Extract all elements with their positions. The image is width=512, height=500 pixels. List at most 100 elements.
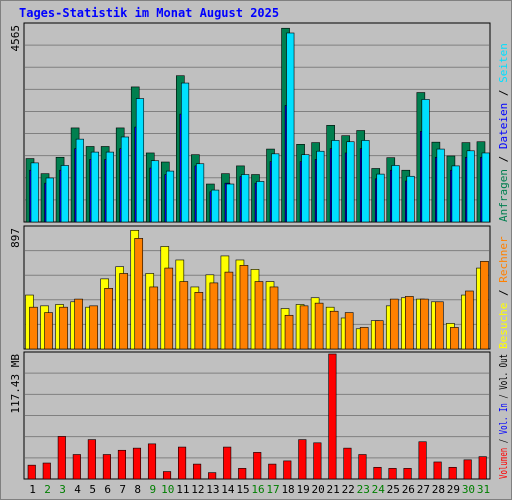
- bar-rechner: [74, 298, 83, 350]
- bar-rechner: [480, 261, 489, 350]
- bar-rechner: [194, 292, 204, 350]
- bar-rechner: [435, 301, 444, 350]
- bar-volumen: [42, 462, 51, 480]
- day-label: 31: [477, 483, 490, 496]
- bar-rechner: [329, 310, 339, 350]
- day-label: 9: [149, 483, 156, 496]
- ymax-label-top: 4565: [9, 25, 22, 52]
- legend-entry: Vol. In: [497, 403, 510, 434]
- bar-volumen: [162, 471, 172, 480]
- day-label: 16: [251, 483, 264, 496]
- bar-rechner: [224, 271, 234, 350]
- legend-entry: Volumen: [497, 448, 510, 479]
- day-label: 11: [176, 483, 189, 496]
- bar-rechner: [344, 312, 354, 350]
- bar-rechner: [89, 305, 98, 350]
- legend-entry: /: [497, 149, 510, 169]
- day-label: 10: [161, 483, 174, 496]
- bar-seiten: [481, 152, 490, 223]
- bar-rechner: [420, 298, 429, 350]
- day-label: 24: [372, 483, 386, 496]
- legend-entry: Besuche: [497, 303, 510, 349]
- bar-rechner: [179, 281, 189, 350]
- chart-title: Tages-Statistik im Monat August 2025: [19, 6, 280, 20]
- bar-seiten: [421, 99, 430, 223]
- day-label: 5: [89, 483, 96, 496]
- bar-rechner: [269, 286, 279, 350]
- bar-rechner: [314, 302, 324, 350]
- day-label: 14: [221, 483, 235, 496]
- legend-bottom: Volumen / Vol. In / Vol. Out: [497, 354, 510, 479]
- bar-rechner: [149, 286, 159, 350]
- bar-rechner: [164, 267, 174, 350]
- bar-rechner: [209, 282, 219, 350]
- day-label: 23: [357, 483, 370, 496]
- bar-seiten: [436, 148, 445, 223]
- bar-volumen: [27, 464, 36, 480]
- bar-volumen: [102, 454, 111, 480]
- bar-seiten: [466, 150, 475, 223]
- day-label: 6: [104, 483, 111, 496]
- bar-volumen: [328, 353, 337, 480]
- bar-rechner: [59, 306, 68, 350]
- legend-entry: Rechner: [497, 236, 510, 283]
- bar-rechner: [299, 305, 309, 350]
- bar-seiten: [256, 181, 265, 223]
- bar-seiten: [90, 151, 99, 223]
- day-label: 20: [312, 483, 325, 496]
- legend-entry: Seiten: [497, 43, 510, 83]
- day-label: 27: [417, 483, 430, 496]
- bar-volumen: [373, 466, 382, 480]
- bar-seiten: [181, 82, 190, 223]
- bar-seiten: [226, 183, 235, 223]
- day-label: 1: [29, 483, 36, 496]
- bar-seiten: [60, 165, 69, 223]
- bar-seiten: [165, 170, 175, 223]
- bar-seiten: [120, 136, 129, 223]
- bar-seiten: [30, 162, 39, 223]
- ymax-label-bottom: 117.43 MB: [9, 354, 22, 414]
- bar-rechner: [465, 290, 474, 350]
- day-label: 28: [432, 483, 445, 496]
- bar-seiten: [331, 140, 340, 223]
- bar-rechner: [119, 273, 128, 350]
- bar-volumen: [178, 446, 187, 480]
- bar-volumen: [403, 468, 412, 480]
- bar-volumen: [448, 466, 457, 480]
- bar-volumen: [147, 443, 157, 480]
- legend-entry: /: [497, 83, 510, 103]
- day-label: 29: [447, 483, 460, 496]
- bar-seiten: [361, 140, 370, 223]
- day-label: 13: [206, 483, 219, 496]
- bar-rechner: [450, 327, 459, 350]
- bar-volumen: [132, 447, 142, 480]
- bar-seiten: [391, 165, 400, 223]
- legend-middle: Besuche / Rechner: [497, 236, 510, 349]
- day-label: 22: [342, 483, 355, 496]
- bar-volumen: [268, 463, 277, 480]
- bar-volumen: [418, 441, 427, 480]
- bar-seiten: [316, 150, 325, 223]
- bar-seiten: [135, 98, 145, 223]
- bar-rechner: [254, 281, 264, 350]
- legend-entry: Anfragen: [497, 169, 510, 222]
- bar-volumen: [253, 452, 262, 480]
- bar-volumen: [87, 439, 96, 480]
- bar-rechner: [104, 287, 113, 350]
- bar-volumen: [433, 461, 442, 480]
- bar-seiten: [241, 174, 250, 223]
- day-label: 15: [236, 483, 249, 496]
- legend-top: Anfragen / Dateien / Seiten: [497, 43, 510, 222]
- bar-volumen: [298, 439, 307, 480]
- bar-volumen: [193, 463, 202, 480]
- bar-seiten: [286, 32, 295, 223]
- bar-rechner: [405, 296, 414, 350]
- bar-rechner: [374, 320, 384, 350]
- bar-seiten: [451, 165, 460, 223]
- day-label: 18: [281, 483, 294, 496]
- bar-volumen: [72, 454, 81, 480]
- bar-rechner: [284, 314, 294, 350]
- bar-rechner: [44, 312, 53, 350]
- bar-seiten: [211, 189, 220, 223]
- bar-volumen: [388, 468, 397, 480]
